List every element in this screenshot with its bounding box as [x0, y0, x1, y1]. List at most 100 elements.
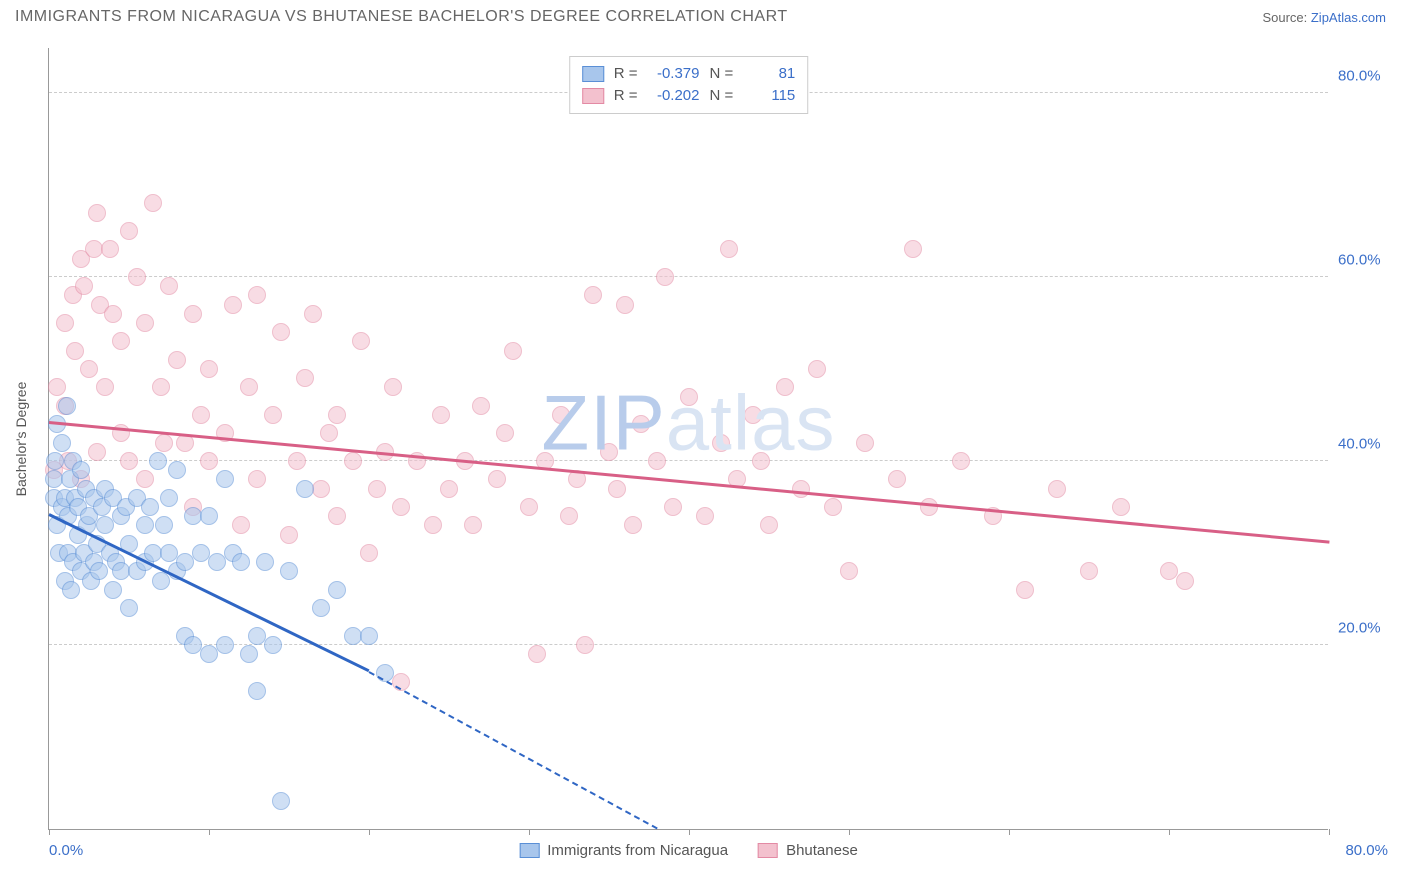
n-label: N = [710, 85, 734, 107]
data-point [248, 286, 266, 304]
data-point [752, 452, 770, 470]
data-point [128, 268, 146, 286]
data-point [528, 645, 546, 663]
source-attribution: Source: ZipAtlas.com [1262, 10, 1386, 25]
data-point [280, 526, 298, 544]
data-point [488, 470, 506, 488]
legend-row-nicaragua: R = -0.379 N = 81 [582, 63, 796, 85]
data-point [224, 296, 242, 314]
data-point [136, 314, 154, 332]
data-point [288, 452, 306, 470]
correlation-legend: R = -0.379 N = 81 R = -0.202 N = 115 [569, 56, 809, 114]
data-point [440, 480, 458, 498]
data-point [46, 452, 64, 470]
data-point [120, 452, 138, 470]
data-point [184, 305, 202, 323]
legend-label-nicaragua: Immigrants from Nicaragua [547, 842, 728, 859]
data-point [360, 627, 378, 645]
data-point [744, 406, 762, 424]
data-point [88, 443, 106, 461]
data-point [888, 470, 906, 488]
data-point [464, 516, 482, 534]
data-point [75, 277, 93, 295]
data-point [232, 553, 250, 571]
data-point [53, 434, 71, 452]
data-point [1176, 572, 1194, 590]
data-point [168, 351, 186, 369]
data-point [320, 424, 338, 442]
grid-line [49, 644, 1328, 645]
swatch-bhutanese [582, 88, 604, 104]
data-point [66, 342, 84, 360]
data-point [632, 415, 650, 433]
data-point [576, 636, 594, 654]
source-prefix: Source: [1262, 10, 1310, 25]
x-tick [369, 829, 370, 835]
data-point [304, 305, 322, 323]
data-point [232, 516, 250, 534]
data-point [155, 434, 173, 452]
grid-line [49, 460, 1328, 461]
data-point [200, 507, 218, 525]
data-point [680, 388, 698, 406]
scatter-chart: Bachelor's Degree ZIPatlas R = -0.379 N … [48, 48, 1328, 830]
data-point [472, 397, 490, 415]
data-point [368, 480, 386, 498]
data-point [136, 516, 154, 534]
data-point [120, 222, 138, 240]
data-point [1016, 581, 1034, 599]
data-point [280, 562, 298, 580]
data-point [216, 470, 234, 488]
data-point [296, 369, 314, 387]
data-point [424, 516, 442, 534]
data-point [144, 194, 162, 212]
data-point [1080, 562, 1098, 580]
data-point [248, 470, 266, 488]
data-point [176, 553, 194, 571]
data-point [560, 507, 578, 525]
data-point [696, 507, 714, 525]
data-point [200, 360, 218, 378]
data-point [168, 461, 186, 479]
data-point [504, 342, 522, 360]
x-tick [49, 829, 50, 835]
data-point [90, 562, 108, 580]
data-point [720, 240, 738, 258]
data-point [496, 424, 514, 442]
data-point [152, 378, 170, 396]
data-point [141, 498, 159, 516]
data-point [80, 360, 98, 378]
data-point [72, 461, 90, 479]
data-point [616, 296, 634, 314]
n-label: N = [710, 63, 734, 85]
data-point [384, 378, 402, 396]
data-point [240, 645, 258, 663]
data-point [824, 498, 842, 516]
header: IMMIGRANTS FROM NICARAGUA VS BHUTANESE B… [0, 0, 1406, 26]
data-point [296, 480, 314, 498]
data-point [608, 480, 626, 498]
x-tick [1329, 829, 1330, 835]
data-point [392, 498, 410, 516]
data-point [328, 581, 346, 599]
legend-item-bhutanese: Bhutanese [758, 842, 858, 859]
data-point [312, 480, 330, 498]
data-point [920, 498, 938, 516]
data-point [760, 516, 778, 534]
data-point [136, 470, 154, 488]
data-point [160, 277, 178, 295]
data-point [344, 452, 362, 470]
r-value-bhutanese: -0.202 [648, 85, 700, 107]
n-value-bhutanese: 115 [743, 85, 795, 107]
legend-row-bhutanese: R = -0.202 N = 115 [582, 85, 796, 107]
data-point [104, 581, 122, 599]
data-point [200, 452, 218, 470]
source-link[interactable]: ZipAtlas.com [1311, 10, 1386, 25]
data-point [62, 581, 80, 599]
data-point [120, 599, 138, 617]
r-label: R = [614, 63, 638, 85]
data-point [192, 406, 210, 424]
trend-line [369, 671, 658, 829]
y-tick-label: 60.0% [1338, 252, 1406, 269]
series-legend: Immigrants from Nicaragua Bhutanese [519, 842, 858, 859]
